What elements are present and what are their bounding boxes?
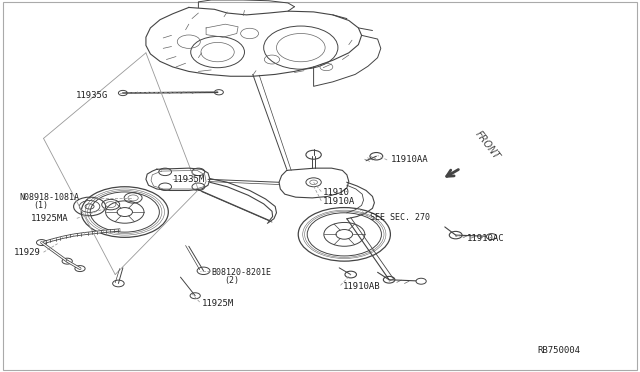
Text: SEE SEC. 270: SEE SEC. 270 [370, 213, 430, 222]
Text: N08918-1081A: N08918-1081A [19, 193, 79, 202]
Text: 11925MA: 11925MA [31, 214, 68, 223]
Text: FRONT: FRONT [474, 129, 502, 162]
Text: 11935M: 11935M [173, 175, 205, 184]
Text: B08120-8201E: B08120-8201E [211, 268, 271, 277]
Text: 11910AC: 11910AC [467, 234, 505, 243]
Text: 11910AB: 11910AB [342, 282, 380, 291]
Text: 11910: 11910 [323, 188, 350, 197]
Text: (1): (1) [33, 201, 48, 210]
Text: 11925M: 11925M [202, 299, 234, 308]
Text: 11935G: 11935G [76, 92, 108, 100]
Text: 11910A: 11910A [323, 197, 355, 206]
Text: (2): (2) [224, 276, 239, 285]
Text: RB750004: RB750004 [538, 346, 580, 355]
Text: 11929: 11929 [14, 248, 41, 257]
Text: 11910AA: 11910AA [390, 155, 428, 164]
